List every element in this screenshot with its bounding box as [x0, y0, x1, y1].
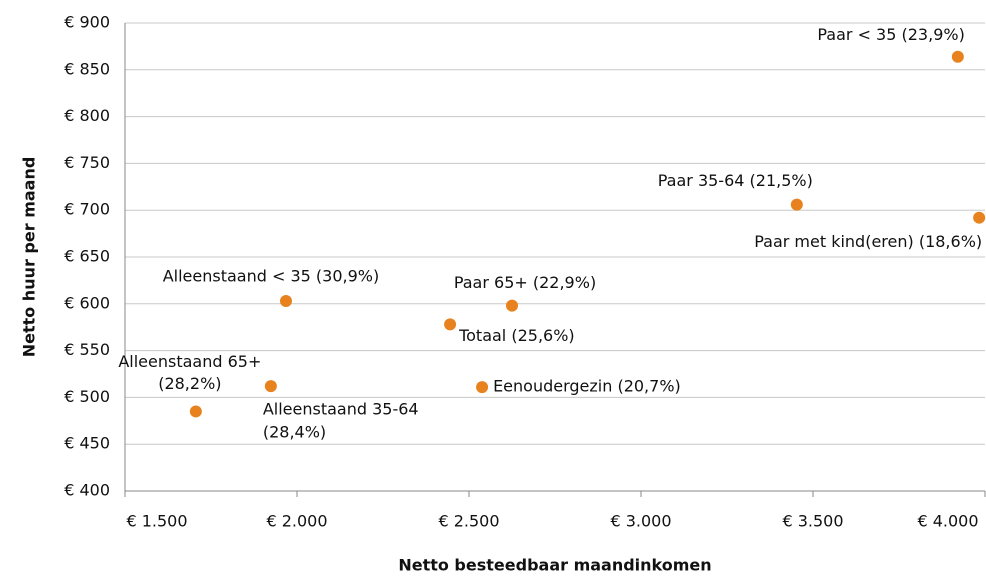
point — [444, 318, 457, 331]
point-label: Paar met kind(eren) (18,6%) — [754, 232, 982, 251]
point-label: (28,2%) — [158, 374, 221, 393]
y-tick-label: € 800 — [64, 106, 110, 125]
y-tick-label: € 650 — [64, 247, 110, 266]
y-tick-label: € 700 — [64, 200, 110, 219]
point — [790, 198, 803, 211]
x-tick-label: € 1.500 — [126, 512, 187, 531]
y-tick-label: € 550 — [64, 340, 110, 359]
x-tick-label: € 2.000 — [266, 512, 327, 531]
y-tick-label: € 450 — [64, 434, 110, 453]
point — [506, 299, 518, 312]
x-tick-label: € 3.500 — [782, 512, 843, 531]
y-tick-label: € 900 — [64, 13, 110, 32]
point-label: Totaal (25,6%) — [458, 326, 575, 345]
point — [973, 211, 986, 224]
point — [264, 380, 277, 393]
point — [951, 50, 964, 63]
point — [189, 405, 202, 418]
point-label: Alleenstaand 65+ — [118, 352, 261, 371]
y-tick-label: € 850 — [64, 59, 110, 78]
y-tick-label: € 400 — [64, 481, 110, 500]
x-tick-label: € 4.000 — [917, 512, 978, 531]
point-label: Paar 65+ (22,9%) — [454, 273, 596, 292]
point-label: Eenoudergezin (20,7%) — [493, 377, 681, 396]
x-tick-label: € 3.000 — [610, 512, 671, 531]
point-label: Paar 35-64 (21,5%) — [658, 171, 813, 190]
point-label: Paar < 35 (23,9%) — [817, 25, 964, 44]
point-label: (28,4%) — [263, 423, 326, 442]
point-label: Alleenstaand 35-64 — [263, 400, 419, 419]
point-label: Alleenstaand < 35 (30,9%) — [163, 266, 380, 285]
y-axis-title: Netto huur per maand — [20, 157, 39, 358]
x-axis-title: Netto besteedbaar maandinkomen — [398, 556, 711, 575]
y-tick-label: € 500 — [64, 387, 110, 406]
x-tick-label: € 2.500 — [438, 512, 499, 531]
point — [279, 294, 292, 307]
y-tick-label: € 750 — [64, 153, 110, 172]
point — [476, 381, 489, 394]
y-tick-label: € 600 — [64, 293, 110, 312]
